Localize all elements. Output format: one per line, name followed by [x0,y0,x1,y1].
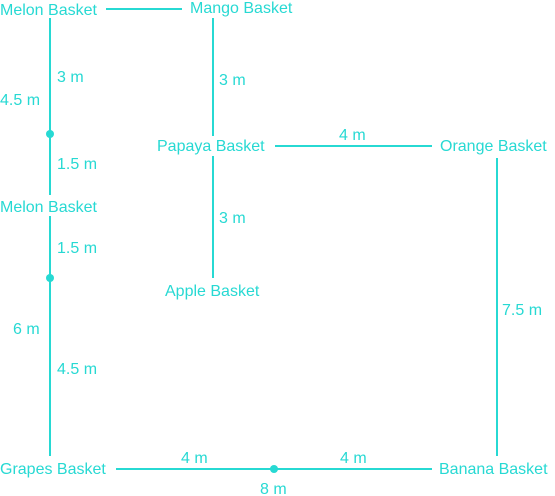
melon-to-grapes-total-distance: 6 m [13,321,40,338]
melon-basket-middle-label: Melon Basket [0,199,97,216]
melon-to-grapes-lower-distance: 4.5 m [57,361,97,378]
mid-to-banana-distance: 4 m [340,450,367,467]
banana-basket-label: Banana Basket [439,461,548,478]
melon-top-total-distance: 4.5 m [0,92,40,109]
grapes-to-mid-distance: 4 m [181,450,208,467]
melon-top-junction-dot [46,130,54,138]
orange-to-banana-distance: 7.5 m [502,302,542,319]
melon-top-lower-distance: 1.5 m [57,156,97,173]
orange-basket-label: Orange Basket [440,138,547,155]
grapes-basket-label: Grapes Basket [0,461,106,478]
mango-to-papaya-distance: 3 m [219,72,246,89]
melon-basket-top-label: Melon Basket [0,2,97,19]
melon-top-upper-distance: 3 m [57,69,84,86]
papaya-to-orange-distance: 4 m [339,127,366,144]
grapes-to-banana-total-distance: 8 m [260,481,287,496]
melon-middle-junction-dot [46,274,54,282]
papaya-basket-label: Papaya Basket [157,138,265,155]
apple-basket-label: Apple Basket [165,283,260,300]
melon-middle-upper-distance: 1.5 m [57,240,97,257]
grapes-banana-midpoint-dot [270,465,278,473]
mango-basket-label: Mango Basket [190,0,293,17]
papaya-to-apple-distance: 3 m [219,210,246,227]
